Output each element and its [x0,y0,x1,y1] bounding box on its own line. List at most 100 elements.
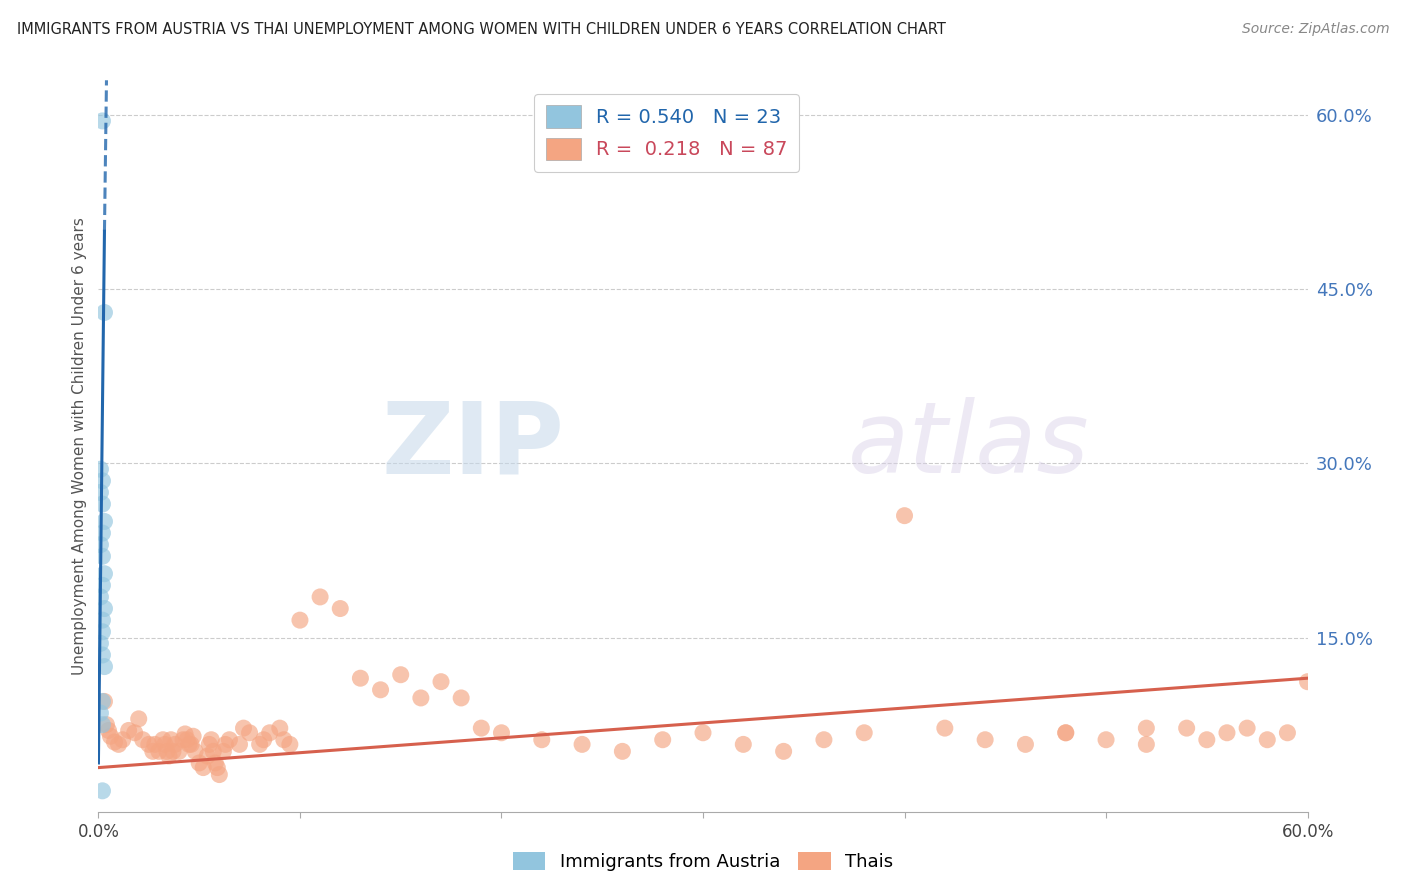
Point [409,690,432,705]
Point [239,725,262,739]
Point [93,694,115,708]
Text: IMMIGRANTS FROM AUSTRIA VS THAI UNEMPLOYMENT AMONG WOMEN WITH CHILDREN UNDER 6 Y: IMMIGRANTS FROM AUSTRIA VS THAI UNEMPLOY… [17,22,946,37]
Point [1296,674,1319,689]
Point [430,674,453,689]
Point [184,744,207,758]
Point [273,732,295,747]
Legend: Immigrants from Austria, Thais: Immigrants from Austria, Thais [506,845,900,879]
Point [1195,732,1218,747]
Point [212,744,235,758]
Point [89,706,111,720]
Point [349,671,371,685]
Point [93,305,115,319]
Text: Source: ZipAtlas.com: Source: ZipAtlas.com [1241,22,1389,37]
Point [91,578,114,592]
Point [96,717,118,731]
Point [692,725,714,739]
Point [530,732,553,747]
Point [204,756,226,770]
Point [974,732,997,747]
Point [1256,732,1278,747]
Point [91,497,114,511]
Point [309,590,332,604]
Point [1175,721,1198,735]
Point [772,744,794,758]
Point [1216,725,1239,739]
Point [100,729,122,743]
Point [167,744,190,758]
Point [1135,738,1157,752]
Point [193,761,215,775]
Point [259,725,281,739]
Point [288,613,311,627]
Point [571,738,593,752]
Text: atlas: atlas [848,398,1090,494]
Point [1054,725,1077,739]
Point [162,744,184,758]
Point [143,738,166,752]
Point [93,601,115,615]
Point [91,613,114,627]
Point [93,566,115,581]
Point [132,732,155,747]
Point [198,738,221,752]
Point [733,738,755,752]
Point [269,721,291,735]
Point [153,738,176,752]
Point [103,735,125,749]
Point [370,682,392,697]
Point [142,744,165,758]
Point [91,474,114,488]
Y-axis label: Unemployment Among Women with Children Under 6 years: Unemployment Among Women with Children U… [72,217,87,675]
Point [128,712,150,726]
Point [163,738,186,752]
Point [200,732,222,747]
Point [160,732,183,747]
Point [172,732,194,747]
Point [470,721,492,735]
Legend: R = 0.540   N = 23, R =  0.218   N = 87: R = 0.540 N = 23, R = 0.218 N = 87 [534,94,800,171]
Point [91,694,114,708]
Point [853,725,876,739]
Point [107,738,129,752]
Point [181,729,204,743]
Point [97,723,120,738]
Point [91,717,114,731]
Point [148,744,170,758]
Point [612,744,634,758]
Point [89,636,111,650]
Point [228,738,250,752]
Point [253,732,276,747]
Point [91,648,114,662]
Point [1014,738,1036,752]
Point [214,738,236,752]
Point [232,721,254,735]
Point [93,515,115,529]
Point [491,725,513,739]
Point [89,462,111,476]
Text: ZIP: ZIP [381,398,564,494]
Point [91,526,114,541]
Point [208,767,231,781]
Point [813,732,835,747]
Point [450,690,472,705]
Point [89,485,111,500]
Point [118,723,141,738]
Point [156,744,179,758]
Point [91,549,114,564]
Point [278,738,301,752]
Point [152,732,174,747]
Point [179,738,201,752]
Point [93,659,115,673]
Point [91,784,114,798]
Point [1095,732,1118,747]
Point [91,624,114,639]
Point [157,749,180,764]
Point [1135,721,1157,735]
Point [1277,725,1299,739]
Point [218,732,240,747]
Point [389,667,412,681]
Point [893,508,915,523]
Point [188,756,211,770]
Point [207,761,229,775]
